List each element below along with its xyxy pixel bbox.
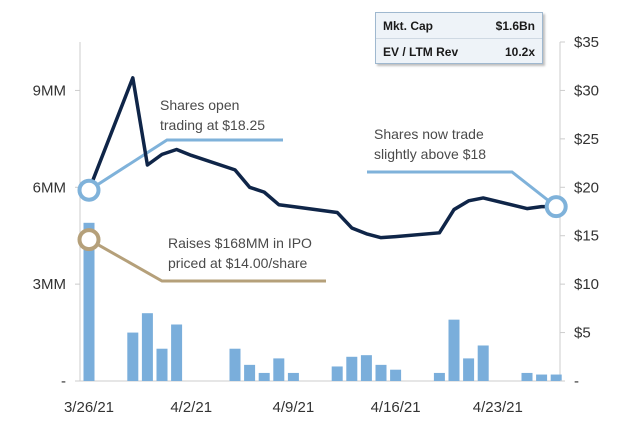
kpi-value: 10.2x xyxy=(504,44,535,59)
y-left-tick-label: 9MM xyxy=(33,82,66,99)
y-right-tick-label: $35 xyxy=(574,34,599,51)
marker-now xyxy=(544,195,568,219)
volume-bar xyxy=(244,364,256,381)
volume-bar xyxy=(83,222,95,381)
marker-ipo xyxy=(77,228,101,252)
volume-bar xyxy=(536,374,548,381)
volume-bar xyxy=(258,372,270,381)
volume-bar xyxy=(156,348,168,381)
volume-bar xyxy=(346,356,358,381)
annotation-now-line2: slightly above $18 xyxy=(374,146,486,162)
kpi-label: Mkt. Cap xyxy=(383,18,434,33)
callout-line-ipo xyxy=(88,238,326,283)
kpi-box: Mkt. Cap $1.6Bn EV / LTM Rev 10.2x xyxy=(375,12,543,64)
y-left-tick-label: - xyxy=(61,373,66,390)
callout-line-open xyxy=(88,138,283,192)
volume-bar xyxy=(477,345,489,381)
volume-bar xyxy=(360,355,372,381)
y-left-tick-label: 6MM xyxy=(33,179,66,196)
volume-bar xyxy=(550,374,562,381)
price-line xyxy=(87,76,558,240)
y-right-tick-label: $20 xyxy=(574,179,599,196)
kpi-label: EV / LTM Rev xyxy=(383,44,459,59)
annotation-ipo-line2: priced at $14.00/share xyxy=(168,255,308,271)
annotation-ipo-line1: Raises $168MM in IPO xyxy=(168,235,312,251)
volume-bar xyxy=(390,369,402,381)
x-tick-label: 4/9/21 xyxy=(273,399,315,416)
x-tick-label: 4/16/21 xyxy=(371,399,421,416)
y-left-tick-label: 3MM xyxy=(33,276,66,293)
x-tick-label: 4/23/21 xyxy=(473,399,523,416)
volume-bar xyxy=(273,358,285,381)
volume-bar xyxy=(375,364,387,381)
x-tick-label: 4/2/21 xyxy=(170,399,212,416)
volume-bar xyxy=(463,358,475,381)
volume-bar xyxy=(141,313,153,381)
y-right-tick-label: $5 xyxy=(574,325,591,342)
volume-bar xyxy=(171,324,183,381)
y-right-tick-label: $15 xyxy=(574,228,599,245)
y-right-tick-label: $25 xyxy=(574,131,599,148)
annotation-open-line1: Shares open xyxy=(160,97,239,113)
volume-bar xyxy=(127,332,139,381)
y-right-tick-label: $30 xyxy=(574,82,599,99)
y-right-tick-label: $10 xyxy=(574,276,599,293)
volume-bar xyxy=(331,366,343,381)
volume-bar xyxy=(433,372,445,381)
x-tick-label: 3/26/21 xyxy=(64,399,114,416)
callout-line-now xyxy=(367,170,558,208)
marker-open xyxy=(77,178,101,202)
volume-bar xyxy=(287,372,299,381)
y-right-tick-label: - xyxy=(574,373,579,390)
volume-bar xyxy=(521,372,533,381)
annotation-now-line1: Shares now trade xyxy=(374,126,484,142)
kpi-value: $1.6Bn xyxy=(495,18,535,33)
volume-bar xyxy=(229,348,241,381)
kpi-row-ev-ltm-rev: EV / LTM Rev 10.2x xyxy=(376,38,542,64)
annotation-open-line2: trading at $18.25 xyxy=(160,117,265,133)
volume-bar xyxy=(448,319,460,381)
kpi-row-market-cap: Mkt. Cap $1.6Bn xyxy=(376,13,542,38)
